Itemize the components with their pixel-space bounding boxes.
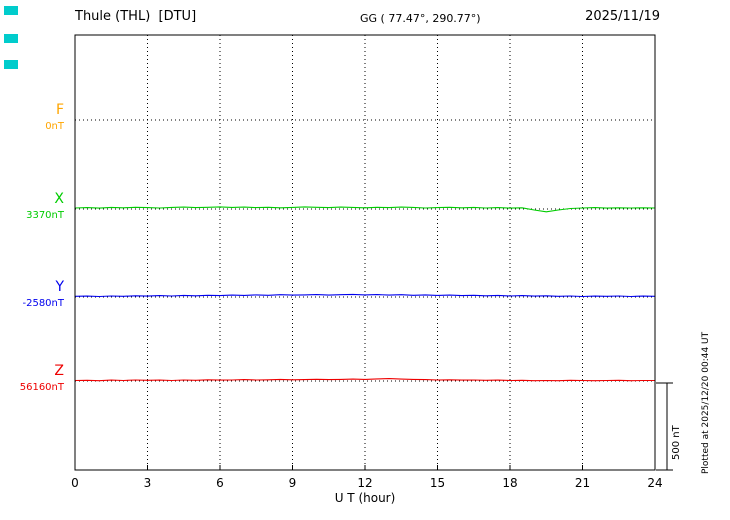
x-tick-label: 3 [143,476,152,490]
component-label-F: F [55,102,64,118]
plot-date: 2025/11/19 [585,9,660,24]
plotted-at-label: Plotted at 2025/12/20 00:44 UT [701,331,711,474]
component-label-Y: Y [55,279,64,295]
trace-Y [74,293,656,298]
x-tick-label: 0 [71,476,79,490]
x-tick-label: 9 [288,476,297,490]
traces [74,206,656,382]
component-label-X: X [54,191,64,207]
gridlines [147,35,583,470]
baseline-value-Y: -2580nT [22,298,64,309]
baseline-value-X: 3370nT [26,210,64,221]
x-tick-label: 18 [502,476,518,490]
axis-ticks [74,465,656,470]
cyan-marker-1[interactable] [4,6,18,15]
cyan-marker-2[interactable] [4,34,18,43]
scale-bar-label: 500 nT [671,425,682,460]
x-tick-label: 15 [429,476,446,490]
baseline-value-Z: 56160nT [19,382,64,393]
trace-Z [74,378,655,382]
cyan-marker-3[interactable] [4,60,18,69]
x-axis-label: U T (hour) [334,491,396,505]
trace-X [74,206,656,213]
x-tick-label: 6 [216,476,224,490]
plot-title: Thule (THL) [DTU] [75,9,197,24]
station-coordinates: GG ( 77.47°, 290.77°) [360,12,481,25]
x-tick-label: 24 [647,476,663,490]
x-tick-label: 12 [357,476,373,490]
x-tick-label: 21 [574,476,591,490]
scale-bar [656,382,673,471]
component-label-Z: Z [54,363,64,379]
baseline-value-F: 0nT [45,121,64,132]
plot-frame [74,34,656,471]
